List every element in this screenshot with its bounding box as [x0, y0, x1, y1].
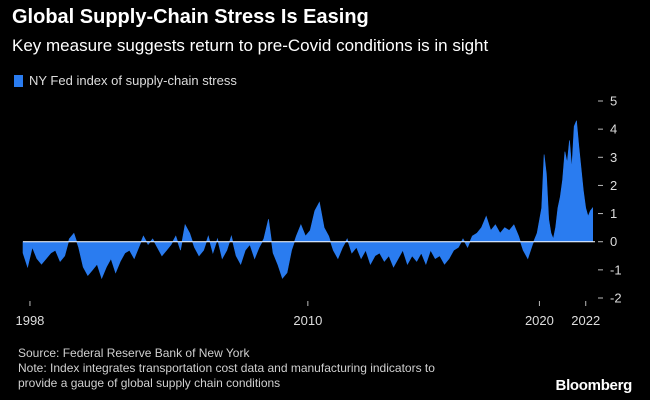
bloomberg-logo: Bloomberg — [555, 377, 633, 394]
footer: Source: Federal Reserve Bank of New York… — [18, 346, 435, 391]
note-line-2: provide a gauge of global supply chain c… — [18, 376, 281, 390]
chart-title: Global Supply-Chain Stress Is Easing — [12, 6, 369, 28]
note-line-1: Note: Index integrates transportation co… — [18, 361, 435, 375]
chart-subtitle: Key measure suggests return to pre-Covid… — [12, 36, 489, 55]
series-area — [22, 120, 593, 280]
y-tick-label: 0 — [610, 234, 617, 249]
y-tick-label: 4 — [610, 122, 617, 137]
y-tick-label: -1 — [610, 262, 622, 277]
x-tick-label: 2022 — [571, 313, 600, 328]
legend: NY Fed index of supply-chain stress — [14, 73, 237, 88]
y-tick-label: 2 — [610, 178, 617, 193]
y-tick-label: 3 — [610, 150, 617, 165]
x-tick-label: 1998 — [15, 313, 44, 328]
source-note: Source: Federal Reserve Bank of New York — [18, 346, 250, 360]
x-tick-label: 2010 — [293, 313, 322, 328]
y-tick-label: -2 — [610, 291, 622, 306]
x-tick-label: 2020 — [525, 313, 554, 328]
legend-label: NY Fed index of supply-chain stress — [29, 73, 237, 88]
y-tick-label: 5 — [610, 94, 617, 109]
y-tick-label: 1 — [610, 206, 617, 221]
legend-swatch — [14, 74, 23, 87]
